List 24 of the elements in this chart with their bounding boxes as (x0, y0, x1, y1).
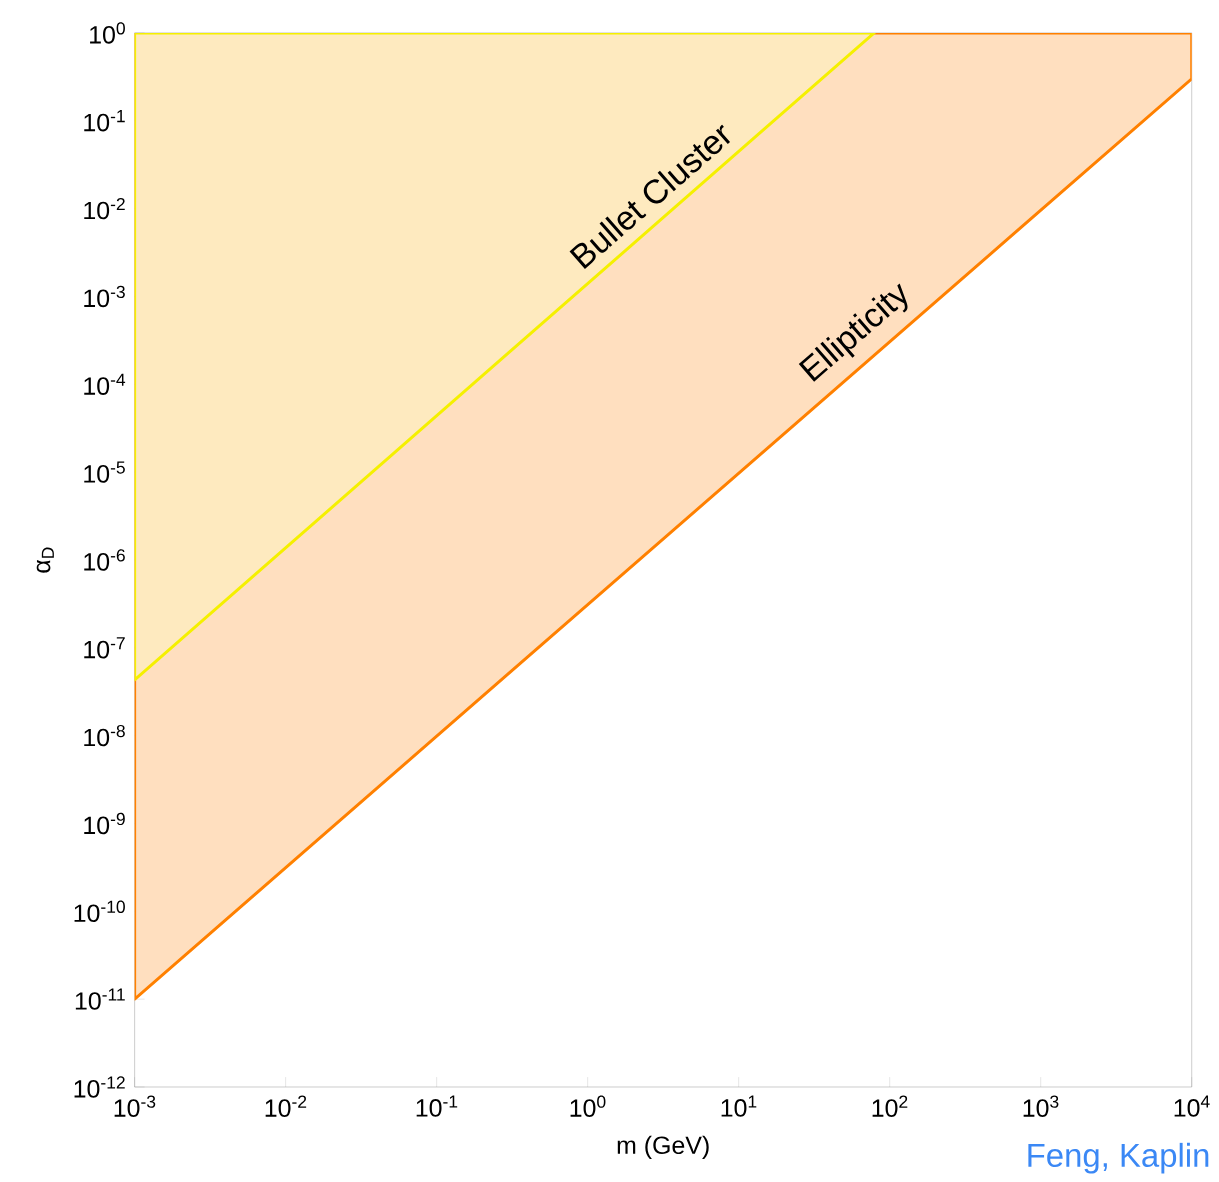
text: Feng, Kaplin (1028, 1143, 1209, 1174)
y-tick-label: 10$^{-10}$ (74, 900, 125, 923)
x-tick-label: 10$^{-2}$ (265, 1095, 307, 1118)
y-tick-label: 10$^{-6}$ (84, 549, 125, 571)
x-tick-label: 10$^{2}$ (872, 1095, 908, 1118)
y-tick-label: 10$^{0}$ (90, 22, 125, 44)
x-tick-label: 10$^{-3}$ (114, 1095, 156, 1118)
x-axis-title: m (GeV) (617, 1135, 709, 1160)
y-tick-label: 10$^{-5}$ (84, 461, 125, 483)
y-tick-label: 10$^{-1}$ (84, 110, 125, 132)
y-tick-label: 10$^{-11}$ (75, 988, 125, 1010)
x-tick-label: 10$^{4}$ (1174, 1095, 1210, 1117)
y-tick-label: 10$^{-4}$ (84, 373, 126, 396)
x-tick-label: 10$^{3}$ (1023, 1095, 1059, 1118)
y-tick-label: 10$^{-12}$ (74, 1076, 125, 1098)
y-tick-label: 10$^{-7}$ (84, 637, 125, 659)
y-tick-label: 10$^{-8}$ (84, 725, 125, 747)
x-tick-label: 10$^{0}$ (570, 1095, 606, 1118)
y-tick-label: 10$^{-3}$ (84, 285, 125, 308)
y-tick-label: 10$^{-2}$ (84, 198, 125, 220)
y-tick-label: 10$^{-9}$ (84, 812, 125, 835)
x-tick-label: 10$^{-1}$ (416, 1095, 458, 1117)
y-axis-title: α$_{D}$ (36, 547, 54, 573)
x-tick-label: 10$^{1}$ (721, 1095, 757, 1117)
